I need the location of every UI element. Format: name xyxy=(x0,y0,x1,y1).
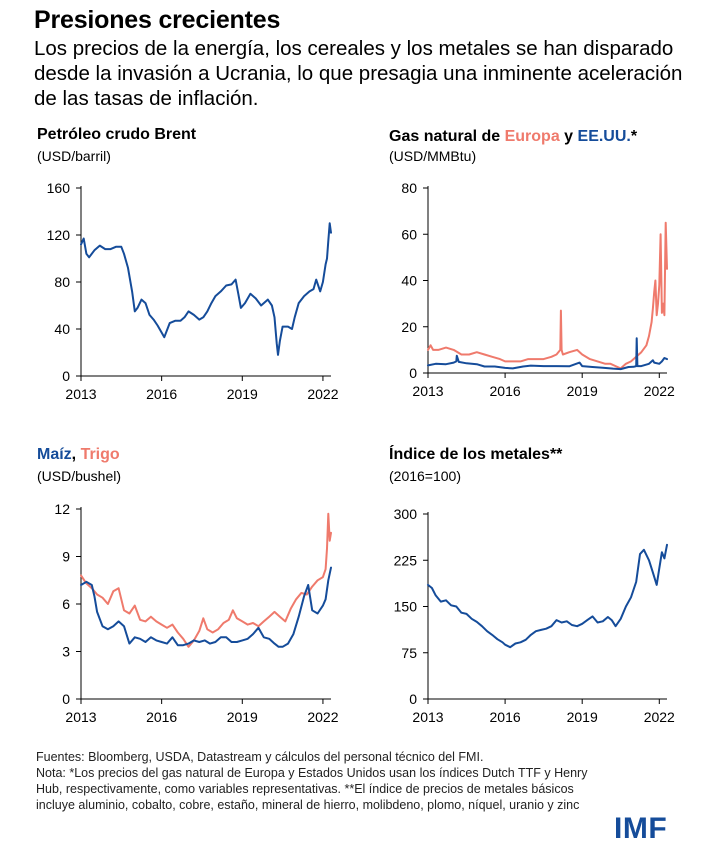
x-tick-label: 2013 xyxy=(65,709,96,725)
series-line-maíz xyxy=(80,566,332,648)
y-tick-label: 0 xyxy=(409,365,417,381)
y-tick-label: 0 xyxy=(409,691,417,707)
x-tick-label: 2022 xyxy=(307,709,338,725)
x-tick-label: 2022 xyxy=(644,709,675,725)
y-tick-label: 3 xyxy=(62,644,70,660)
imf-logo: IMF xyxy=(614,812,668,845)
grains-title-corn: Maíz xyxy=(37,446,72,463)
y-tick-label: 9 xyxy=(62,549,70,565)
y-tick-label: 120 xyxy=(47,227,71,243)
gas-title-us: EE.UU. xyxy=(577,128,631,145)
metals-unit: (2016=100) xyxy=(389,468,462,484)
y-tick-label: 0 xyxy=(62,368,70,384)
y-tick-label: 80 xyxy=(54,274,70,290)
x-tick-label: 2013 xyxy=(412,709,443,725)
y-tick-label: 0 xyxy=(62,691,70,707)
x-tick-label: 2022 xyxy=(307,386,338,402)
x-tick-label: 2016 xyxy=(490,383,521,399)
x-tick-label: 2022 xyxy=(644,383,675,399)
series-line-europa xyxy=(427,221,668,370)
footer: Fuentes: Bloomberg, USDA, Datastream y c… xyxy=(36,749,596,813)
y-tick-label: 20 xyxy=(401,319,417,335)
grains-title-wheat: Trigo xyxy=(80,446,120,463)
gas-title-conj: y xyxy=(559,128,578,145)
series-line-ee-uu- xyxy=(427,337,668,371)
x-tick-label: 2016 xyxy=(490,709,521,725)
gas-title-europe: Europa xyxy=(504,128,560,145)
headline: Presiones crecientes xyxy=(34,6,281,34)
x-tick-label: 2016 xyxy=(146,386,177,402)
brent-title: Petróleo crudo Brent xyxy=(37,126,197,143)
y-tick-label: 40 xyxy=(54,321,70,337)
brent-unit: (USD/barril) xyxy=(37,148,111,164)
footer-note: Nota: *Los precios del gas natural de Eu… xyxy=(36,766,588,812)
y-tick-label: 300 xyxy=(394,506,418,522)
y-tick-label: 80 xyxy=(401,180,417,196)
x-tick-label: 2019 xyxy=(227,386,258,402)
y-tick-label: 150 xyxy=(394,599,418,615)
gas-title-prefix: Gas natural de xyxy=(389,128,505,145)
x-tick-label: 2013 xyxy=(65,386,96,402)
metals-title: Índice de los metales** xyxy=(389,446,563,463)
series-line-índice-de-los-metales xyxy=(427,543,668,649)
series-line-brent xyxy=(80,222,332,356)
y-tick-label: 60 xyxy=(401,226,417,242)
y-tick-label: 75 xyxy=(401,645,417,661)
y-tick-label: 160 xyxy=(47,180,71,196)
grains-unit: (USD/bushel) xyxy=(37,468,122,484)
footer-sources: Fuentes: Bloomberg, USDA, Datastream y c… xyxy=(36,750,484,764)
gas-unit: (USD/MMBtu) xyxy=(389,148,477,164)
y-tick-label: 12 xyxy=(54,501,70,517)
grains-title: Maíz, Trigo xyxy=(37,446,120,464)
y-tick-label: 40 xyxy=(401,273,417,289)
gas-title: Gas natural de Europa y EE.UU.* xyxy=(389,128,637,146)
y-tick-label: 225 xyxy=(394,552,418,568)
x-tick-label: 2016 xyxy=(146,709,177,725)
x-tick-label: 2019 xyxy=(227,709,258,725)
subtitle: Los precios de la energía, los cereales … xyxy=(34,37,683,110)
x-tick-label: 2019 xyxy=(567,383,598,399)
gas-title-suffix: * xyxy=(630,128,638,145)
x-tick-label: 2019 xyxy=(567,709,598,725)
x-tick-label: 2013 xyxy=(412,383,443,399)
y-tick-label: 6 xyxy=(62,596,70,612)
grains-title-sep: , xyxy=(71,446,81,463)
